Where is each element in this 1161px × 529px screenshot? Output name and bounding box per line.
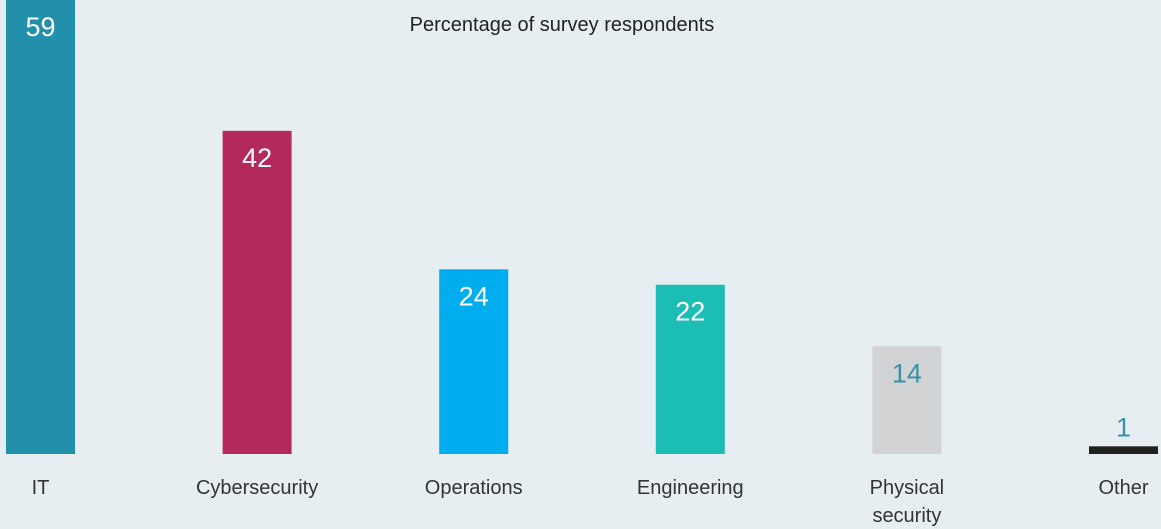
bar-value-label-3: 22: [675, 297, 705, 327]
bar-0: [6, 0, 75, 454]
bars-group: 59 IT 42 Cybersecurity 24 Operations 22 Enginee…: [6, 0, 1158, 527]
bar-value-label-0: 59: [25, 12, 55, 42]
bar-2: [439, 269, 509, 454]
bar-value-label-1: 42: [242, 143, 272, 173]
category-label-5: Other: [1098, 477, 1148, 499]
category-label-1: Cybersecurity: [196, 477, 318, 499]
bar-5: [1089, 446, 1158, 454]
bar-4: [872, 346, 942, 454]
category-label-4-line-1: security: [872, 505, 941, 527]
bar-3: [655, 284, 725, 454]
bar-1: [222, 130, 292, 455]
bar-value-label-4: 14: [892, 358, 922, 388]
category-label-2: Operations: [425, 477, 523, 499]
category-label-4-line-0: Physical: [870, 477, 944, 499]
bar-value-label-5: 1: [1116, 412, 1131, 442]
bar-value-label-2: 24: [459, 281, 489, 311]
category-label-3: Engineering: [637, 477, 744, 499]
category-label-0: IT: [32, 477, 50, 499]
chart-title: Percentage of survey respondents: [410, 14, 715, 36]
